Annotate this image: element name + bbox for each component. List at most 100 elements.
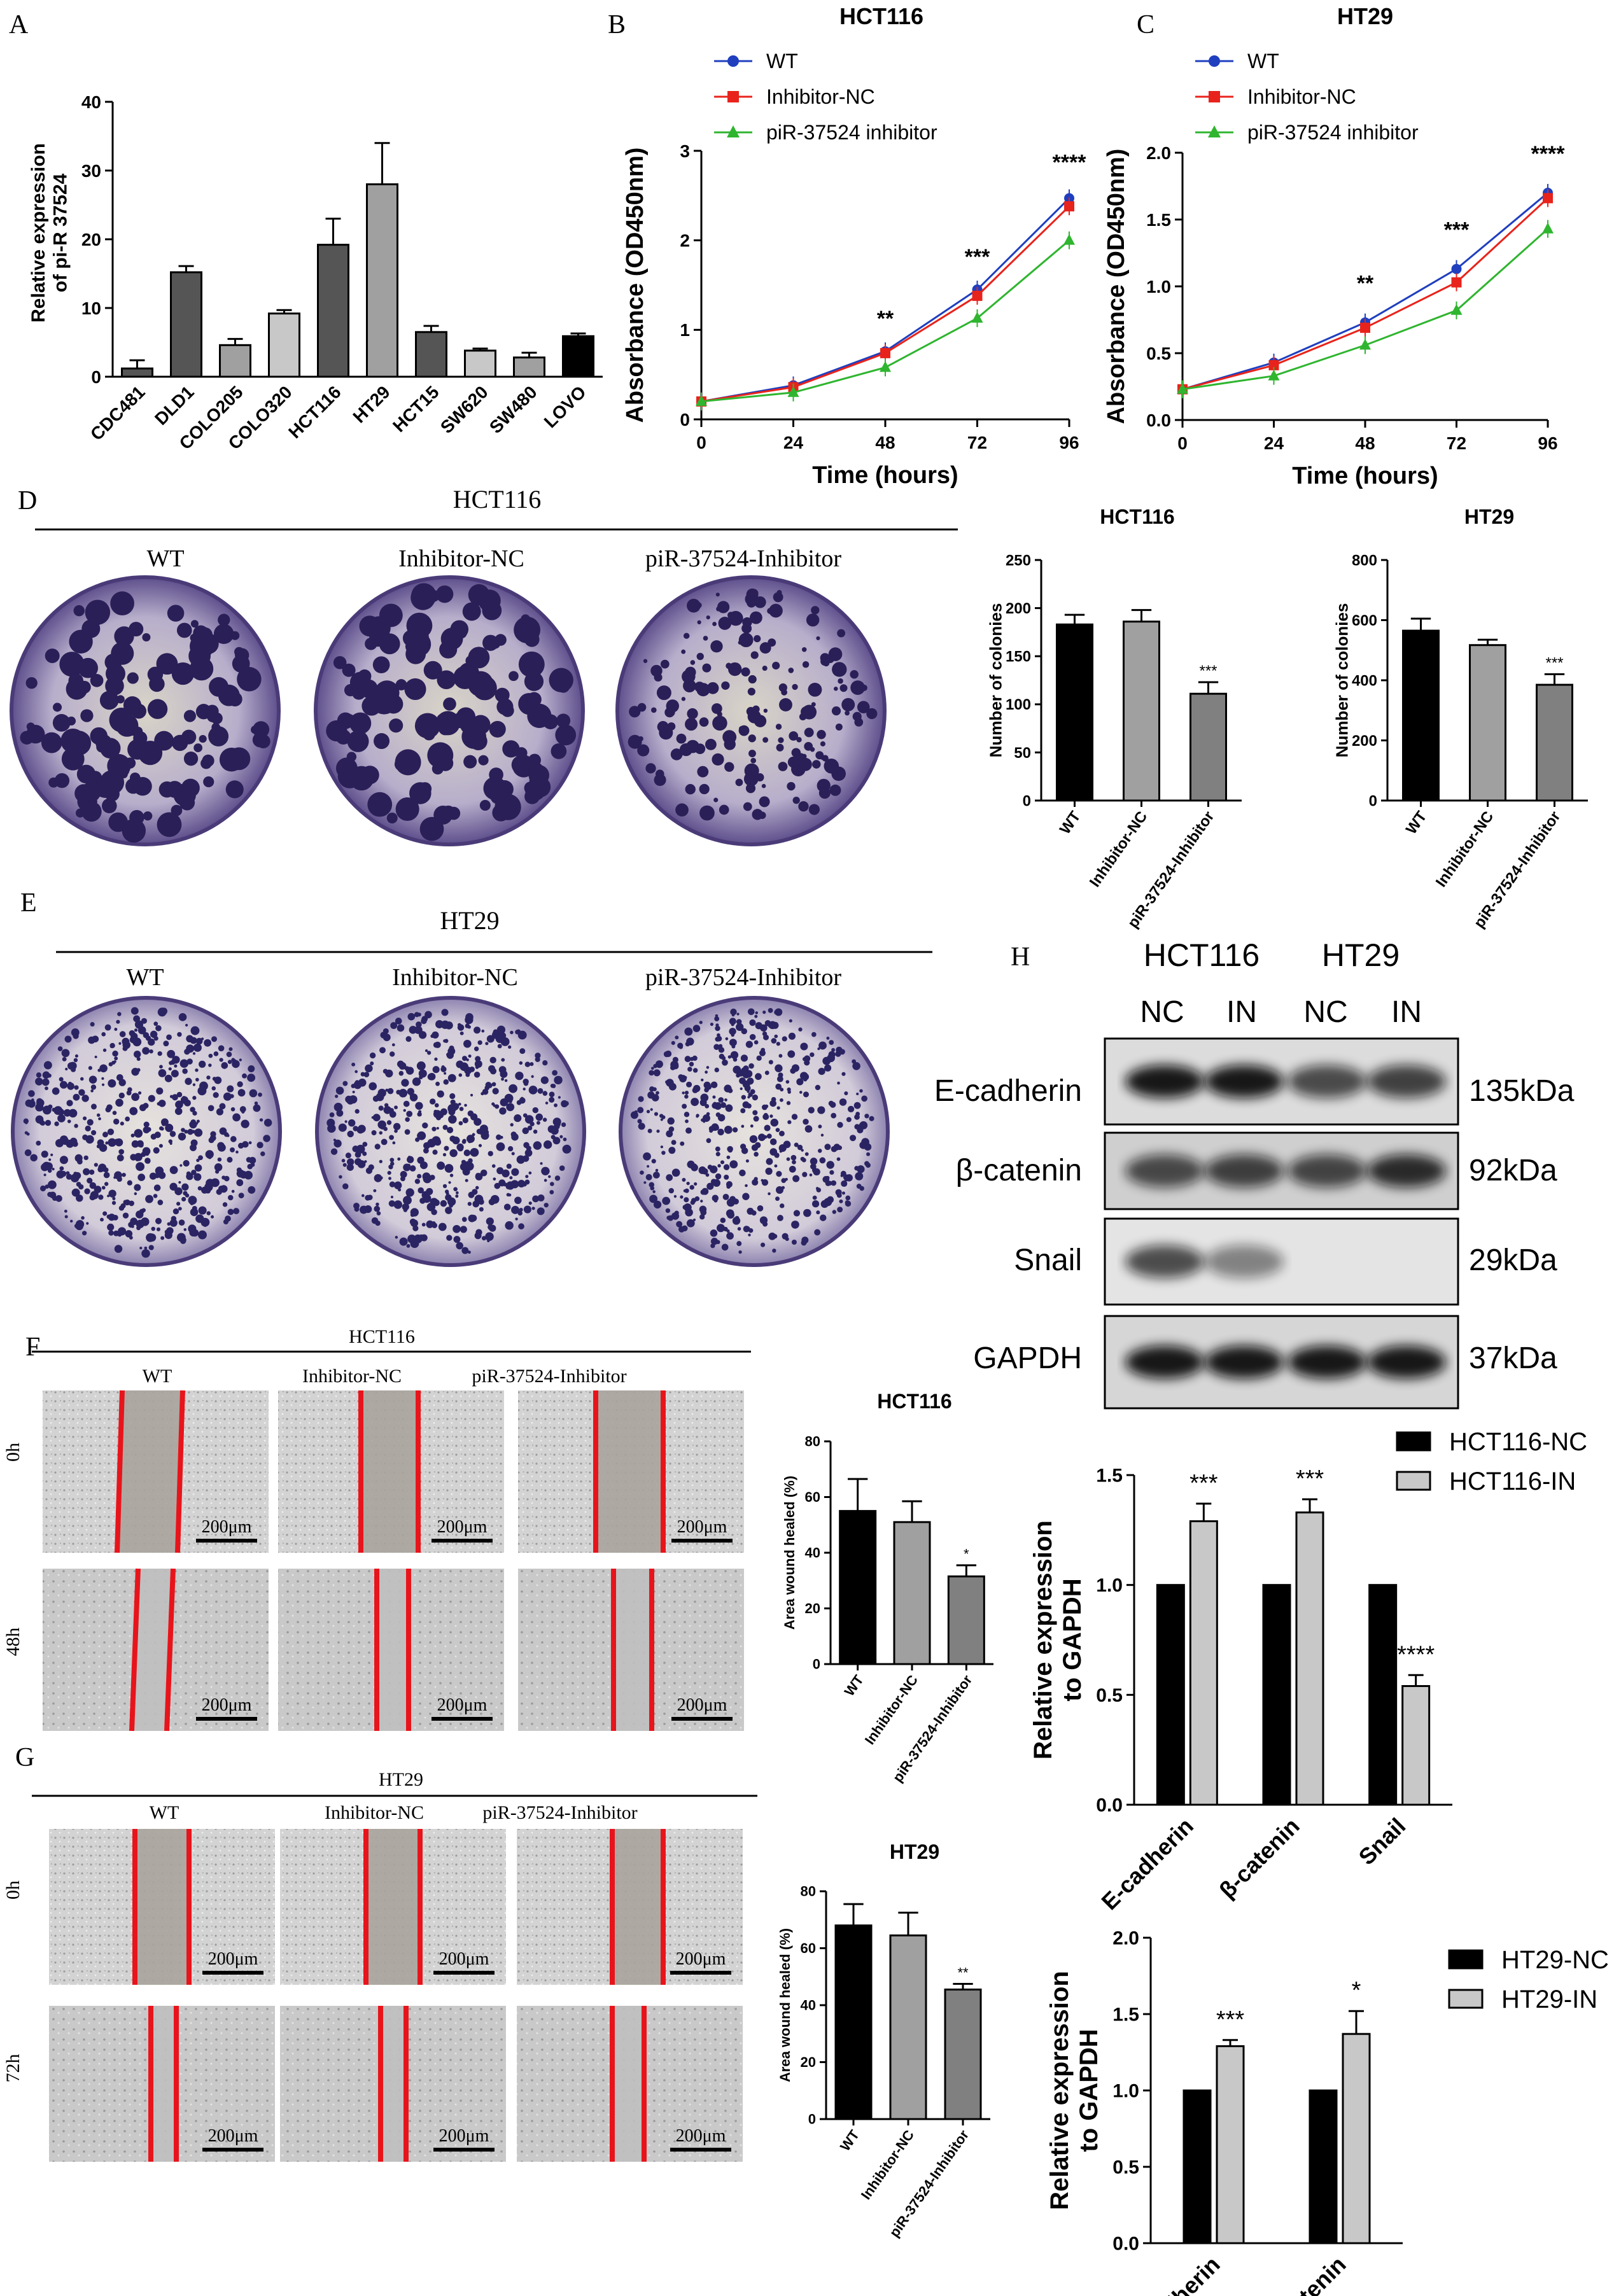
colony <box>840 1174 844 1177</box>
colony <box>769 603 783 618</box>
y-tick-label: 100 <box>1006 696 1031 713</box>
colony <box>230 1147 235 1152</box>
colony <box>468 1140 472 1144</box>
colony <box>417 1131 426 1140</box>
colony <box>333 1102 343 1112</box>
colony <box>845 710 850 716</box>
colony <box>223 1132 229 1137</box>
colony <box>244 1121 248 1126</box>
colony <box>147 1161 150 1164</box>
y-tick-label: 60 <box>805 1489 820 1505</box>
colony <box>690 1056 694 1061</box>
colony <box>86 1222 89 1225</box>
legend-swatch <box>1448 1949 1484 1970</box>
colony <box>88 1075 97 1084</box>
colony <box>190 620 199 628</box>
colony <box>676 733 687 744</box>
colony <box>70 1173 80 1183</box>
colony <box>179 1164 183 1167</box>
wound-col-wt-g: WT <box>150 1802 179 1823</box>
colony <box>811 1032 817 1037</box>
colony <box>99 1144 108 1152</box>
colony <box>89 1182 97 1189</box>
colony <box>421 1191 430 1200</box>
bar <box>889 1934 927 2120</box>
colony <box>87 1119 94 1126</box>
colony <box>204 1039 212 1047</box>
colony <box>523 1081 529 1086</box>
colony <box>352 1090 355 1094</box>
colony <box>656 1130 660 1133</box>
colony <box>724 1174 729 1180</box>
scratch-gap <box>366 1829 420 1985</box>
colony <box>768 1021 777 1030</box>
colony <box>88 1036 95 1044</box>
colony <box>363 1072 370 1077</box>
colony <box>861 1095 867 1102</box>
colony <box>511 1205 520 1214</box>
colony <box>716 1035 722 1042</box>
colony <box>405 1036 412 1042</box>
colony <box>417 1173 422 1179</box>
colony <box>775 1008 783 1016</box>
colony <box>47 1074 52 1078</box>
y-tick-label: 60 <box>801 1940 816 1956</box>
colony <box>87 1177 93 1184</box>
colony <box>253 721 270 738</box>
colony <box>781 1178 787 1184</box>
colony <box>114 1028 118 1032</box>
colony <box>736 1023 744 1032</box>
colony <box>865 1163 871 1168</box>
colony <box>715 1152 720 1157</box>
colony <box>762 1031 768 1037</box>
colony <box>155 1025 162 1032</box>
colony <box>673 1194 677 1198</box>
colony <box>437 1161 446 1170</box>
colony <box>108 1062 113 1067</box>
colony <box>828 1051 836 1058</box>
colony <box>522 1182 527 1187</box>
data-point <box>880 361 891 372</box>
colony <box>680 1141 685 1146</box>
colony <box>153 1147 160 1154</box>
colony <box>371 1130 377 1136</box>
colony <box>149 676 165 692</box>
colony <box>227 1156 233 1163</box>
colony <box>169 1061 173 1065</box>
colony <box>227 1208 234 1215</box>
colony <box>136 1162 145 1172</box>
colony <box>643 659 648 663</box>
colony <box>374 1174 382 1182</box>
colony <box>113 1118 120 1125</box>
colony <box>522 1155 530 1162</box>
colony <box>128 1221 134 1228</box>
colony <box>237 1089 246 1097</box>
colony <box>661 1151 666 1155</box>
scratch-gap <box>377 1569 409 1731</box>
colony <box>651 1067 654 1070</box>
colony <box>789 1019 792 1023</box>
y-axis-title: Number of colonies <box>986 603 1006 758</box>
colony <box>500 1070 508 1078</box>
colony <box>101 1083 105 1086</box>
colony <box>796 753 805 762</box>
colony <box>407 1193 412 1197</box>
colony <box>184 1049 190 1055</box>
colony <box>646 1110 650 1114</box>
colony <box>485 1042 489 1046</box>
colony <box>647 1165 650 1168</box>
data-point <box>1451 263 1462 274</box>
scale-bar <box>196 1717 257 1721</box>
colony <box>102 1131 108 1138</box>
colony <box>679 743 693 757</box>
colony <box>638 736 643 741</box>
colony <box>193 743 203 752</box>
colony <box>761 1179 764 1182</box>
colony <box>667 722 676 731</box>
colony <box>117 1012 122 1016</box>
colony <box>390 1195 394 1199</box>
y-tick-label: 1.5 <box>1146 210 1171 230</box>
colony <box>776 1042 780 1046</box>
colony <box>684 1094 689 1099</box>
